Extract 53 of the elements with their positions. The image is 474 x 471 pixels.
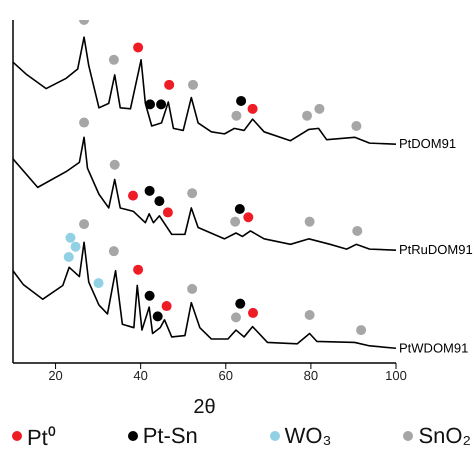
- point: [314, 104, 324, 114]
- point: [356, 325, 366, 336]
- point: [133, 264, 144, 275]
- point: [94, 278, 104, 288]
- point: [154, 196, 164, 206]
- point: [64, 252, 74, 262]
- series-label: PtDOM91: [399, 136, 456, 152]
- point: [236, 96, 246, 106]
- point: [231, 110, 242, 121]
- point: [65, 232, 76, 243]
- point: [351, 120, 362, 131]
- point: [128, 190, 138, 201]
- point: [162, 301, 172, 312]
- point: [352, 226, 362, 236]
- point: [248, 104, 258, 114]
- series-label: PtWDOM91: [399, 340, 468, 356]
- point: [187, 284, 198, 294]
- point: [230, 216, 240, 227]
- point: [235, 298, 246, 309]
- point: [133, 42, 144, 52]
- legend-label: Pt⁰: [27, 424, 56, 451]
- point: [188, 80, 198, 90]
- point: [110, 160, 120, 170]
- point: [79, 219, 90, 230]
- x-tick-label: 40: [133, 368, 148, 384]
- point: [144, 290, 155, 301]
- point: [304, 216, 315, 227]
- point: [187, 188, 198, 198]
- point: [162, 207, 173, 218]
- point: [152, 311, 163, 322]
- point: [164, 80, 174, 90]
- series-label: PtRuDOM91: [399, 242, 473, 258]
- x-tick-label: 20: [48, 368, 63, 384]
- point: [79, 118, 90, 128]
- point: [302, 110, 312, 121]
- point: [230, 312, 241, 322]
- point: [144, 186, 155, 196]
- x-axis-title: 2θ: [193, 396, 216, 418]
- x-tick-label: 80: [304, 368, 318, 384]
- point: [145, 99, 156, 110]
- legend-label: WO₃: [284, 423, 332, 449]
- legend-label: Pt-Sn: [142, 423, 198, 449]
- x-tick-label: 100: [385, 368, 407, 384]
- legend-label: SnO₂: [418, 423, 471, 449]
- point: [108, 246, 119, 256]
- point: [156, 99, 166, 110]
- x-tick-label: 60: [218, 368, 234, 384]
- point: [234, 204, 245, 214]
- point: [248, 308, 258, 318]
- point: [304, 310, 315, 320]
- point: [243, 212, 254, 222]
- point: [108, 54, 119, 65]
- point: [70, 242, 81, 252]
